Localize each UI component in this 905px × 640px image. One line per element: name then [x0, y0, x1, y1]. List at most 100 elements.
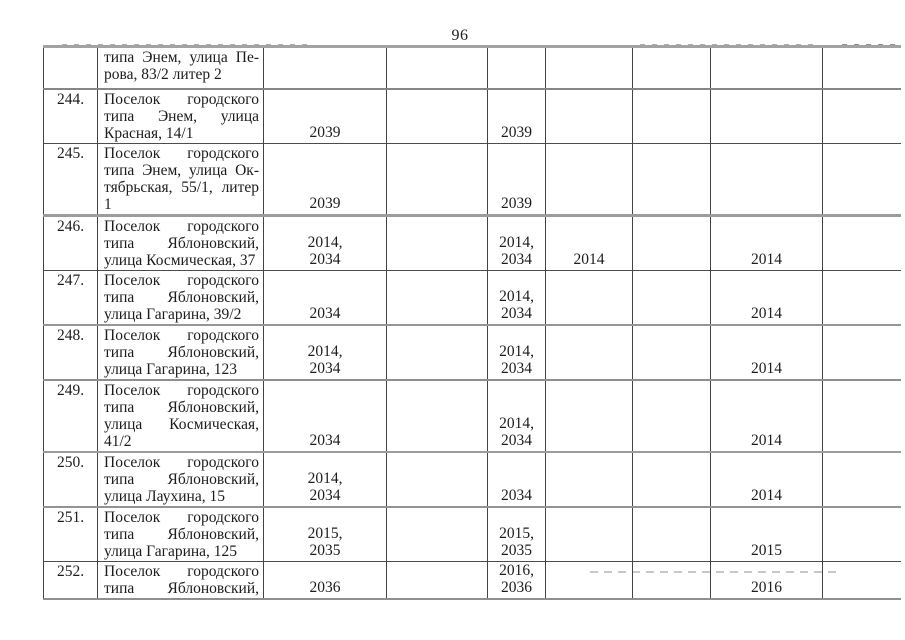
year-cell-col3: 2034 [263, 379, 387, 452]
row-number-cell [43, 46, 98, 89]
address-line: типа Яблоновский, [104, 399, 259, 416]
year-cell-col9 [822, 87, 901, 144]
row-number-cell: 245. [43, 143, 98, 216]
year-cell-col9 [822, 506, 901, 562]
address-line: улица Гагарина, 39/2 [104, 306, 242, 323]
year-cell-col3: 2015, 2035 [263, 506, 387, 562]
year-cell-col7 [632, 214, 711, 271]
address-cell: Поселок городского типа Яблоновский, [97, 561, 264, 599]
year-cell-col4 [386, 451, 488, 507]
year-cell-col6 [545, 46, 633, 89]
table-row: 244. Поселок городского типа Энем, улица Кр… [43, 87, 901, 144]
table-row: 247. Поселок городского типа Яблоновский, у… [43, 270, 901, 325]
address-line: типа Яблоновский, [104, 235, 259, 252]
table-row: 252. Поселок городского типа Яблоновский, 2… [43, 561, 901, 599]
address-line: Поселок городского [104, 145, 259, 162]
address-cell: Поселок городского типа Яблоновский, улица… [97, 379, 264, 452]
year-cell-col4 [386, 506, 488, 562]
year-cell-col4 [386, 270, 488, 325]
row-number-cell: 250. [43, 451, 98, 507]
year-cell-col5: 2014, 2034 [487, 324, 546, 380]
year-cell-col7 [632, 46, 711, 89]
year-cell-col5: 2016, 2036 [487, 561, 546, 599]
row-number-cell: 249. [43, 379, 98, 452]
year-cell-col6 [545, 506, 633, 562]
year-cell-col8: 2014 [710, 379, 823, 452]
schedule-table: типа Энем, улица Пе-рова, 83/2 литер 2 24… [43, 45, 901, 600]
year-cell-col6 [545, 270, 633, 325]
year-cell-col5: 2014, 2034 [487, 214, 546, 271]
address-line: улица Космическая, 37 [104, 252, 256, 269]
year-cell-col7 [632, 87, 711, 144]
year-cell-col7 [632, 561, 711, 599]
address-line: типа Яблоновский, [104, 526, 259, 543]
address-cell: типа Энем, улица Пе-рова, 83/2 литер 2 [97, 46, 264, 89]
year-cell-col4 [386, 46, 488, 89]
year-cell-col3: 2014, 2034 [263, 214, 387, 271]
address-cell: Поселок городского типа Яблоновский, улица… [97, 324, 264, 380]
address-line: Поселок городского [104, 382, 259, 399]
year-cell-col3: 2034 [263, 270, 387, 325]
year-cell-col4 [386, 379, 488, 452]
year-cell-col9 [822, 324, 901, 380]
year-cell-col9 [822, 561, 901, 599]
year-cell-col6 [545, 87, 633, 144]
address-line: Поселок городского [104, 454, 259, 471]
table-row: 250. Поселок городского типа Яблоновский, у… [43, 451, 901, 507]
year-cell-col6 [545, 561, 633, 599]
address-cell: Поселок городского типа Яблоновский, улица… [97, 451, 264, 507]
year-cell-col9 [822, 214, 901, 271]
year-cell-col4 [386, 87, 488, 144]
year-cell-col3: 2039 [263, 143, 387, 216]
address-line: улица Гагарина, 123 [104, 361, 238, 378]
year-cell-col9 [822, 46, 901, 89]
year-cell-col7 [632, 506, 711, 562]
address-cell: Поселок городского типа Яблоновский, улица… [97, 214, 264, 271]
year-cell-col7 [632, 451, 711, 507]
year-cell-col5: 2015, 2035 [487, 506, 546, 562]
year-cell-col5: 2034 [487, 451, 546, 507]
year-cell-col3 [263, 46, 387, 89]
address-cell: Поселок городского типа Энем, улица Ок-тя… [97, 143, 264, 216]
table-row: 245. Поселок городского типа Энем, улица О… [43, 143, 901, 216]
year-cell-col9 [822, 270, 901, 325]
row-number-cell: 252. [43, 561, 98, 599]
address-line: тябрьская, 55/1, литер [104, 179, 259, 196]
year-cell-col7 [632, 324, 711, 380]
year-cell-col8: 2014 [710, 270, 823, 325]
address-line: Поселок городского [104, 218, 259, 236]
year-cell-col5: 2014, 2034 [487, 379, 546, 452]
year-cell-col6 [545, 379, 633, 452]
row-number-cell: 251. [43, 506, 98, 562]
address-line: Красная, 14/1 [104, 124, 194, 142]
year-cell-col6 [545, 451, 633, 507]
year-cell-col6 [545, 143, 633, 216]
year-cell-col7 [632, 379, 711, 452]
year-cell-col5 [487, 46, 546, 89]
address-line: типа Энем, улица Ок- [104, 162, 259, 179]
address-line: Поселок городского [104, 327, 259, 344]
address-line: рова, 83/2 литер 2 [104, 66, 222, 83]
year-cell-col7 [632, 143, 711, 216]
address-line: типа Энем, улица [104, 107, 259, 125]
year-cell-col8: 2014 [710, 451, 823, 507]
year-cell-col8: 2016 [710, 561, 823, 599]
year-cell-col9 [822, 379, 901, 452]
table-row: 246. Поселок городского типа Яблоновский, у… [43, 214, 901, 271]
address-line: 41/2 [104, 433, 132, 450]
year-cell-col5: 2039 [487, 143, 546, 216]
year-cell-col3: 2036 [263, 561, 387, 599]
year-cell-col9 [822, 143, 901, 216]
year-cell-col9 [822, 451, 901, 507]
year-cell-col8: 2015 [710, 506, 823, 562]
year-cell-col4 [386, 143, 488, 216]
year-cell-col7 [632, 270, 711, 325]
row-number-cell: 248. [43, 324, 98, 380]
address-line: типа Яблоновский, [104, 289, 259, 306]
address-line: Поселок городского [104, 509, 259, 526]
address-line: Поселок городского [104, 272, 259, 289]
address-line: Поселок городского [104, 90, 259, 108]
table-body: типа Энем, улица Пе-рова, 83/2 литер 2 24… [43, 46, 901, 599]
address-cell: Поселок городского типа Энем, улица Красна… [97, 87, 264, 144]
